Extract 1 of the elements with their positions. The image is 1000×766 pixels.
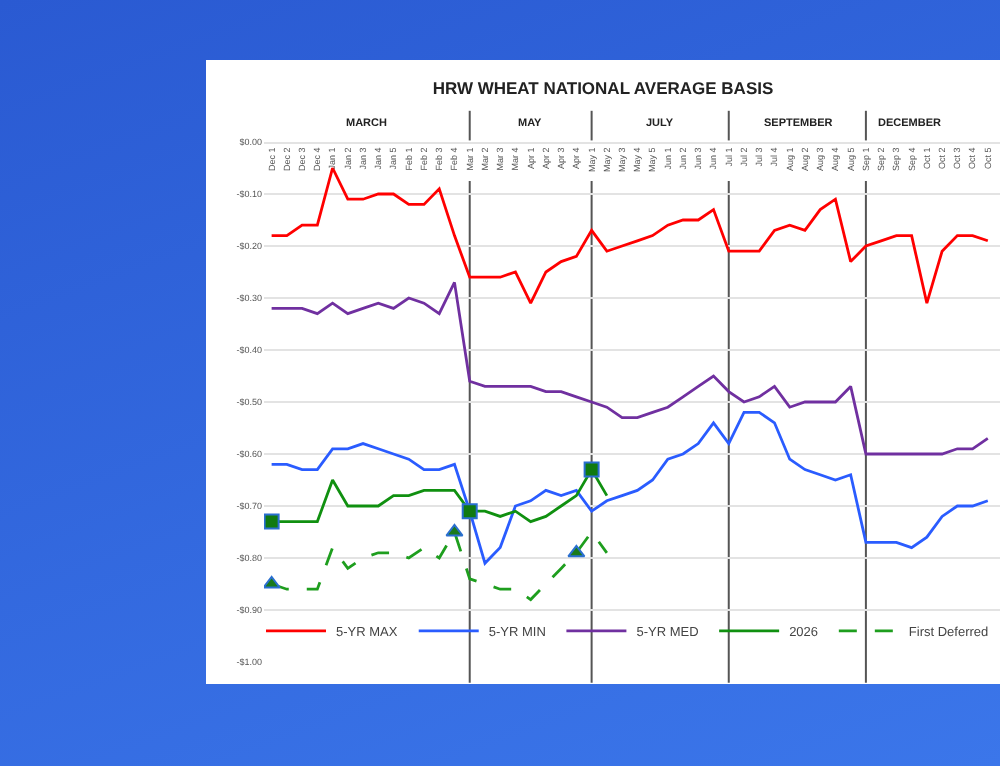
- chart-title: HRW WHEAT NATIONAL AVERAGE BASIS: [432, 78, 774, 99]
